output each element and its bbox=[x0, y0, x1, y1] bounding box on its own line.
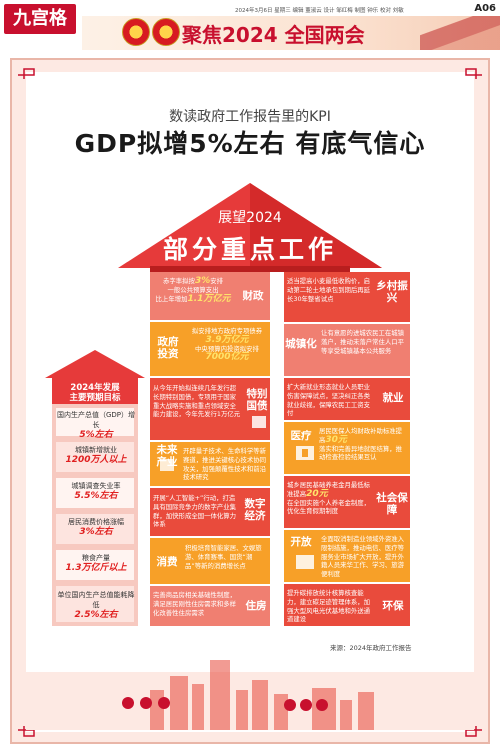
page-number: A06 bbox=[474, 3, 496, 14]
national-emblem-icon bbox=[122, 18, 150, 46]
label-employ: 就业 bbox=[382, 392, 404, 404]
block-rural bbox=[284, 272, 410, 322]
label-digital: 数字经济 bbox=[244, 498, 266, 522]
block-invest bbox=[150, 322, 270, 376]
cppcc-emblem-icon bbox=[152, 18, 180, 46]
label-invest: 政府投资 bbox=[157, 336, 179, 360]
target-employment: 城镇新增就业 1200万人以上 bbox=[65, 446, 127, 465]
block-urban bbox=[284, 324, 410, 376]
two-sessions-banner: 聚焦2024 全国两会 bbox=[82, 16, 500, 50]
target-grain: 粮食产量 1.3万亿斤以上 bbox=[65, 554, 127, 573]
block-fiscal bbox=[150, 272, 270, 320]
env-text: 提升碳排放统计核算核查能力，建立碳足迹管理体系，加强大型风电光伏基地和外送通道建… bbox=[287, 589, 371, 624]
label-industry: 未来产业 bbox=[156, 444, 178, 468]
open-icon bbox=[296, 555, 314, 569]
targets-header: 2024年发展 主要预期目标 bbox=[69, 383, 121, 403]
block-digital bbox=[150, 488, 270, 536]
label-housing: 住房 bbox=[245, 600, 267, 612]
bonds-text: 从今年开始拟连续几年发行超长期特别国债，专项用于国家重大战略实施和重点领域安全能… bbox=[153, 384, 241, 419]
digital-text: 开展“人工智能+”行动，打造具有国际竞争力的数字产业集群，加快形成全国一体化算力… bbox=[153, 494, 237, 529]
headline-title: GDP拟增5%左右 有底气信心 bbox=[74, 129, 426, 158]
target-energy: 单位国内生产总值能耗降低 2.5%左右 bbox=[57, 591, 135, 620]
urban-text: 让有意愿的进城农民工在城镇落户，推动未落户常住人口平等享受城镇基本公共服务 bbox=[321, 329, 405, 355]
label-medical: 医疗 bbox=[290, 430, 312, 442]
source-note: 来源：2024年政府工作报告 bbox=[330, 644, 412, 652]
label-rural: 乡村振兴 bbox=[376, 280, 408, 304]
block-bonds bbox=[150, 378, 270, 440]
invest-text: 拟安排地方政府专项债券 3.9万亿元 中央预算内投资拟安排 7000亿元 bbox=[191, 327, 263, 363]
label-fiscal: 财政 bbox=[242, 290, 264, 302]
page-header: 九宫格 2024年3月6日 星期三 编辑 董淑云 设计 邹红梅 制图 钟乐 校对… bbox=[0, 0, 500, 52]
label-bonds: 特别国债 bbox=[246, 388, 268, 412]
roof-subtitle: 展望2024 bbox=[218, 210, 282, 226]
open-text: 全面取消制造业领域外资准入限制措施，推动电信、医疗等服务业市场扩大开放，提升外籍… bbox=[321, 535, 405, 579]
label-open: 开放 bbox=[290, 536, 312, 548]
target-cpi: 居民消费价格涨幅 3%左右 bbox=[68, 518, 124, 537]
block-employ bbox=[284, 378, 410, 420]
medical-text: 居民医保人均财政补助标准提高30元 落实和完善异地就医结算，推动检查检验结果互认 bbox=[319, 427, 403, 462]
banner-title: 聚焦2024 全国两会 bbox=[182, 23, 365, 47]
bonds-icon bbox=[252, 416, 266, 428]
housing-text: 完善商品房相关基础性制度，满足居民刚性住房需求和多样化改善性住房需求 bbox=[153, 591, 237, 617]
label-consume: 消费 bbox=[156, 556, 178, 568]
block-social bbox=[284, 476, 410, 528]
rural-text: 适当提高小麦最低收购价，启动第二轮土地承包到期后再延长30年整省试点 bbox=[287, 277, 371, 303]
roof-title: 部分重点工作 bbox=[162, 235, 337, 264]
industry-icon bbox=[160, 459, 174, 471]
label-env: 环保 bbox=[382, 600, 404, 612]
fiscal-text: 赤字率拟按3%安排 一般公共预算支出 比上年增加1.1万亿元 bbox=[155, 276, 231, 304]
column-logo: 九宫格 bbox=[4, 4, 76, 34]
label-social: 社会保障 bbox=[376, 492, 408, 516]
industry-text: 开辟量子技术、生命科学等新赛道，推进关键核心技术协同攻关，加强颠覆性技术和前沿技… bbox=[183, 447, 267, 482]
left-arrow-roof bbox=[45, 350, 145, 378]
target-gdp: 国内生产总值（GDP）增长 5%左右 bbox=[56, 411, 136, 440]
headline-subtitle: 数读政府工作报告里的KPI bbox=[169, 109, 331, 125]
great-wall-icon bbox=[420, 16, 500, 50]
block-consume bbox=[150, 538, 270, 584]
issue-meta: 2024年3月6日 星期三 编辑 董淑云 设计 邹红梅 制图 钟乐 校对 刘敏 bbox=[235, 8, 404, 14]
social-text: 城乡居民基础养老金月最低标准提高20元 在全国实施个人养老金制度，优化生育假期制… bbox=[287, 481, 371, 516]
label-urban: 城镇化 bbox=[285, 338, 317, 350]
consume-text: 积极培育智能家居、文娱旅游、体育赛事、国货“潮品”等新的消费增长点 bbox=[185, 544, 262, 570]
lanterns bbox=[122, 697, 328, 711]
target-unemployment: 城镇调查失业率 5.5%左右 bbox=[71, 482, 121, 501]
block-housing bbox=[150, 586, 270, 626]
block-env bbox=[284, 584, 410, 626]
employ-text: 扩大新就业形态就业人员职业伤害保障试点，坚决纠正各类就业歧视，保障农民工工资支付 bbox=[287, 383, 371, 418]
